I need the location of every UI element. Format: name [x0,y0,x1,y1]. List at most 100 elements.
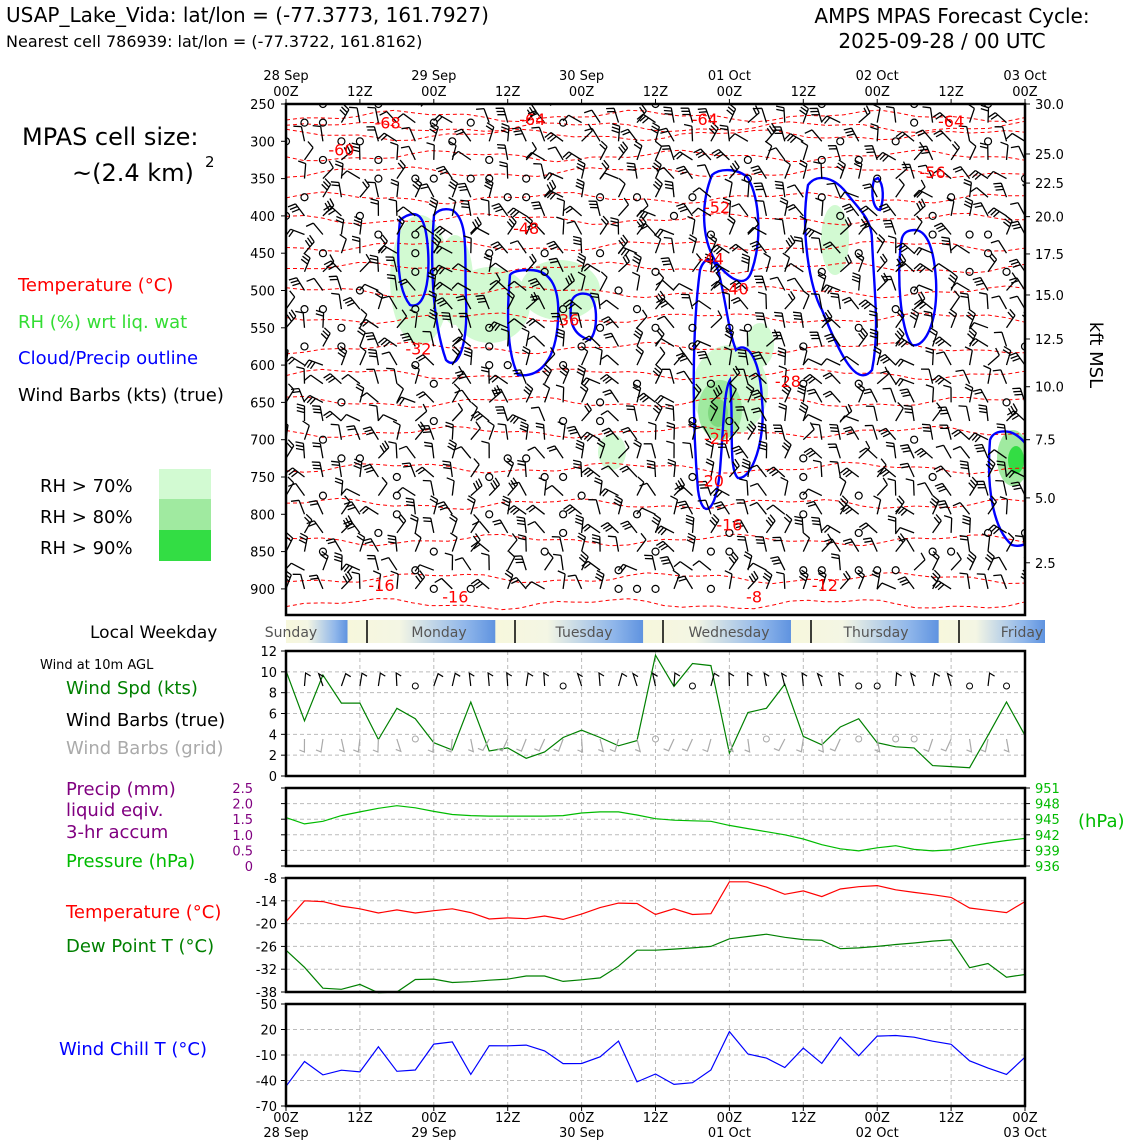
wind-barb-grid [663,738,675,752]
wind-barb [663,236,675,254]
wind-barb [799,346,808,366]
wind-barb [367,181,380,198]
wind-barb [599,140,608,161]
wind-barb [686,532,696,552]
calm-wind-circle [337,342,346,351]
wind-barb [415,354,435,366]
wind-barb [722,197,732,216]
wind-barb [356,532,366,552]
wind-barb [821,524,841,534]
pressure-tick-label: 300 [250,135,275,150]
wind-barb [697,107,712,123]
wind-barb [618,104,620,105]
wind-barb [620,128,638,142]
wind-barb-grid [598,738,605,753]
calm-wind-circle [632,193,642,202]
wind-barb [312,124,324,142]
wind-barb [396,215,405,235]
wind-barb [932,263,952,273]
calm-wind-circle [337,323,346,332]
wind-barb [931,104,933,105]
y-tick-label: 2 [269,749,277,764]
wind-barb [762,569,773,590]
wind-barb [932,672,941,687]
calm-wind-circle [891,137,900,146]
wind-barb [580,377,601,386]
wind-barb [414,564,435,572]
wind-barb [770,556,786,571]
wind-barb [470,478,483,497]
wind-barb [388,198,398,216]
calm-wind-circle [485,360,494,370]
wind-barb [377,440,390,459]
weekday-strip-segment [347,620,496,643]
wind-barb [660,257,675,273]
wind-barb [741,458,751,478]
wind-barb [337,345,348,366]
wind-barb [967,104,976,123]
wind-barb [683,123,694,142]
wind-barb [654,140,663,161]
wind-barb [596,439,606,459]
calm-wind-circle [725,528,734,538]
wind-barb [525,253,537,273]
wind-barb [576,364,587,384]
wind-barb [932,336,952,347]
wind-barb [396,309,408,329]
wind-barb [764,140,773,161]
wind-barb [932,402,943,422]
wind-barb [772,126,786,142]
wind-barb [414,570,426,590]
wind-barb [654,338,675,347]
wind-barb-grid [727,738,734,753]
wind-barb [364,331,380,347]
wind-barb [485,122,495,142]
wind-barb [903,404,915,422]
wind-barb [400,332,416,347]
wind-barb [950,244,970,254]
wind-barb-grid [534,738,546,752]
wind-10m-panel: 0 2 4 6 8 10 12 [260,645,1027,785]
calm-wind-circle [854,528,863,538]
wind-barb-grid [338,738,346,753]
wind-barb [286,569,287,571]
wind-barb [445,421,454,440]
calm-wind-circle [374,104,383,109]
calm-wind-circle [392,472,401,482]
wind-barb [839,216,852,235]
temperature-contour-label: -12 [812,576,838,595]
wind-barb [705,458,715,478]
wind-barb [839,467,860,478]
calm-wind-circle [836,211,845,220]
wind-barb [544,104,546,105]
wind-barb [359,253,371,273]
wind-barb [746,420,757,441]
wind-barb-grid [796,738,804,753]
wind-barb-grid [353,738,361,753]
wind-barb [815,197,824,216]
wind-barb [562,151,582,161]
wind-barb [531,201,546,217]
wind-barb [972,388,989,403]
wind-barb [359,672,368,687]
wind-barb [741,253,751,272]
bottom-hour-label: 00Z [1012,1111,1038,1126]
y-tick-label: -40 [256,1075,277,1090]
legend-wind-barbs: Wind Barbs (kts) (true) [18,385,224,406]
wind-barb [685,514,695,533]
wind-barb [381,351,398,366]
calm-wind-circle [799,342,808,351]
wind-barb [368,404,380,422]
calm-wind-circle [688,323,697,332]
wind-barb [913,141,925,161]
pressure-tick-label: 450 [250,247,275,262]
wind-barb [433,264,453,275]
wind-barb [362,537,379,552]
wind-barb [286,439,295,459]
wind-barb [388,441,398,459]
wind-barb [809,107,823,123]
wind-barb [932,168,952,180]
wind-barb [530,406,546,422]
wind-barb [475,294,490,310]
wind-barb [601,316,619,329]
